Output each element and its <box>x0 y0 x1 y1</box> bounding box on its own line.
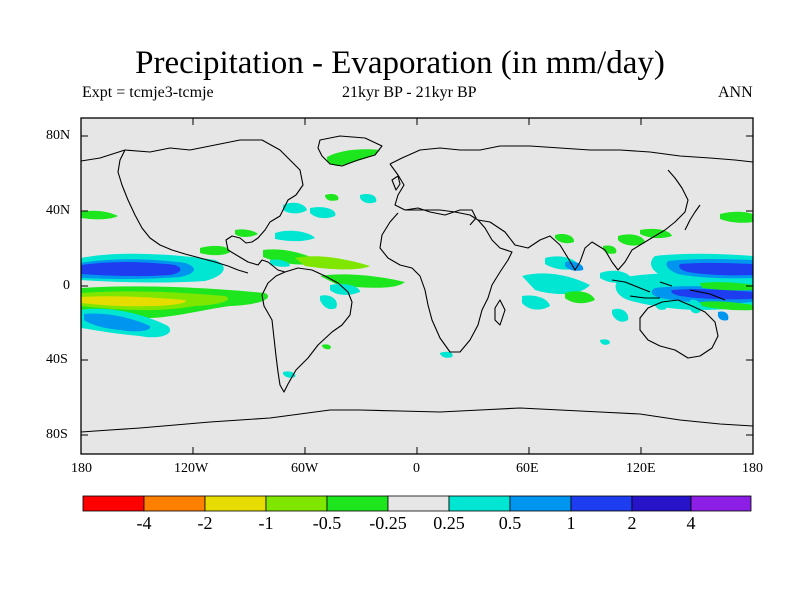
colorbar-label: 4 <box>686 513 696 533</box>
colorbar-label: 2 <box>627 513 637 533</box>
colorbar-box-10 <box>631 495 692 512</box>
colorbar-label: -1 <box>258 513 274 533</box>
coast-indonesia <box>611 279 726 301</box>
x-tick-label: 0 <box>413 461 420 476</box>
season-label: ANN <box>718 84 753 101</box>
y-tick-label: 80S <box>46 427 68 442</box>
field-atlantic <box>275 149 405 378</box>
colorbar-box-9 <box>570 495 633 512</box>
x-tick-label: 120E <box>626 461 656 476</box>
colorbar-label: -4 <box>136 513 152 533</box>
x-tick-label: 60W <box>291 461 319 476</box>
colorbar-label: 1 <box>566 513 576 533</box>
field-pacific-east <box>81 210 320 338</box>
axis-ticks <box>81 118 753 454</box>
coast-north-america-west <box>117 149 249 274</box>
coast-uk <box>391 175 401 191</box>
coast-greenland <box>317 135 383 167</box>
colorbar-label: -0.5 <box>312 513 342 533</box>
colorbar-label: -0.25 <box>369 513 407 533</box>
y-tick-label: 80N <box>46 128 71 143</box>
colorbar-label: 0.25 <box>433 513 465 533</box>
y-tick-label: 40N <box>46 203 71 218</box>
coast-japan <box>684 204 701 231</box>
coast-madagascar <box>494 299 506 326</box>
colorbar-label: -2 <box>197 513 213 533</box>
coast-north-america <box>81 139 304 273</box>
x-tick-label: 60E <box>516 461 539 476</box>
colorbar-label: 0.5 <box>498 513 522 533</box>
y-tick-label: 0 <box>63 278 70 293</box>
period-label: 21kyr BP - 21kyr BP <box>342 84 477 101</box>
field-indian-ocean <box>440 228 672 358</box>
colorbar-box-11 <box>690 495 752 512</box>
map-panel <box>81 118 753 454</box>
x-tick-label: 180 <box>742 461 763 476</box>
coast-antarctica <box>81 407 753 433</box>
coast-australia <box>639 299 719 359</box>
field-pacific-west <box>615 211 753 321</box>
coastlines <box>81 135 753 433</box>
colorbar <box>82 495 752 512</box>
coast-arabia-india <box>477 169 689 271</box>
plot-title: Precipitation - Evaporation (in mm/day) <box>135 45 665 81</box>
colorbar-box-5 <box>326 495 389 512</box>
colorbar-box-3 <box>204 495 267 512</box>
colorbar-box-8 <box>509 495 572 512</box>
x-tick-label: 180 <box>71 461 92 476</box>
experiment-label: Expt = tcmje3-tcmje <box>82 84 214 101</box>
colorbar-box-6 <box>387 495 450 512</box>
coast-europe <box>389 163 477 226</box>
x-tick-label: 120W <box>174 461 209 476</box>
colorbar-box-7 <box>448 495 511 512</box>
colorbar-box-1 <box>82 495 145 512</box>
colorbar-box-4 <box>265 495 328 512</box>
colorbar-box-2 <box>143 495 206 512</box>
coast-south-america <box>261 267 353 393</box>
y-tick-label: 40S <box>46 352 68 367</box>
coast-europe-asia <box>389 145 753 165</box>
